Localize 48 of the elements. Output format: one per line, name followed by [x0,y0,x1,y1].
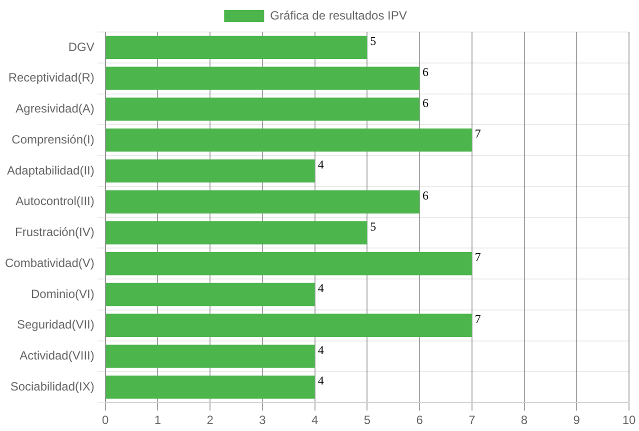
y-tick-label: Dominio(VI) [31,286,94,301]
y-tick-label: Sociabilidad(IX) [10,379,94,394]
x-tick-label: 1 [154,413,162,428]
bar [106,282,315,306]
data-label: 6 [422,188,429,202]
y-tick-label: Comprensión(I) [12,132,94,146]
x-tick-label: 0 [102,413,110,428]
data-label: 7 [474,312,481,326]
data-label: 4 [318,374,324,388]
data-label: 6 [422,96,429,110]
x-tick-label: 6 [416,413,424,428]
data-label: 4 [318,158,324,172]
y-tick-label: DGV [68,40,94,54]
bar [106,98,420,121]
y-tick-label: Receptividad(R) [8,70,94,85]
y-tick-label: Actividad(VIII) [20,348,94,363]
x-tick-label: 8 [520,413,528,428]
data-label: 4 [318,281,324,296]
bar [106,66,420,90]
data-label: 5 [370,34,376,48]
y-tick-label: Adaptabilidad(II) [6,163,94,178]
x-tick-label: 10 [622,413,636,428]
x-tick-label: 4 [311,413,318,428]
x-tick-label: 9 [573,413,580,428]
bar [106,314,472,337]
bar [106,376,315,399]
bar [106,128,472,152]
y-tick-label: Frustración(IV) [15,225,94,240]
bar [106,221,368,244]
bar [106,252,472,276]
x-tick-label: 2 [206,413,214,428]
x-tick-label: 3 [259,413,266,428]
data-label: 7 [474,250,481,264]
x-tick-label: 5 [364,413,371,428]
y-tick-label: Autocontrol(III) [16,194,94,208]
data-label: 5 [370,219,376,234]
x-tick-label: 7 [468,413,476,428]
data-label: 7 [474,126,481,141]
bar [106,344,315,368]
y-tick-label: Seguridad(VII) [16,318,94,332]
bar [106,159,315,183]
bar [106,36,368,60]
y-tick-label: Agresividad(A) [16,102,94,116]
y-tick-label: Combatividad(V) [4,256,94,270]
bar [106,190,420,214]
legend-label: Gráfica de resultados IPV [270,8,407,22]
data-label: 4 [318,342,324,357]
data-label: 6 [422,64,429,79]
